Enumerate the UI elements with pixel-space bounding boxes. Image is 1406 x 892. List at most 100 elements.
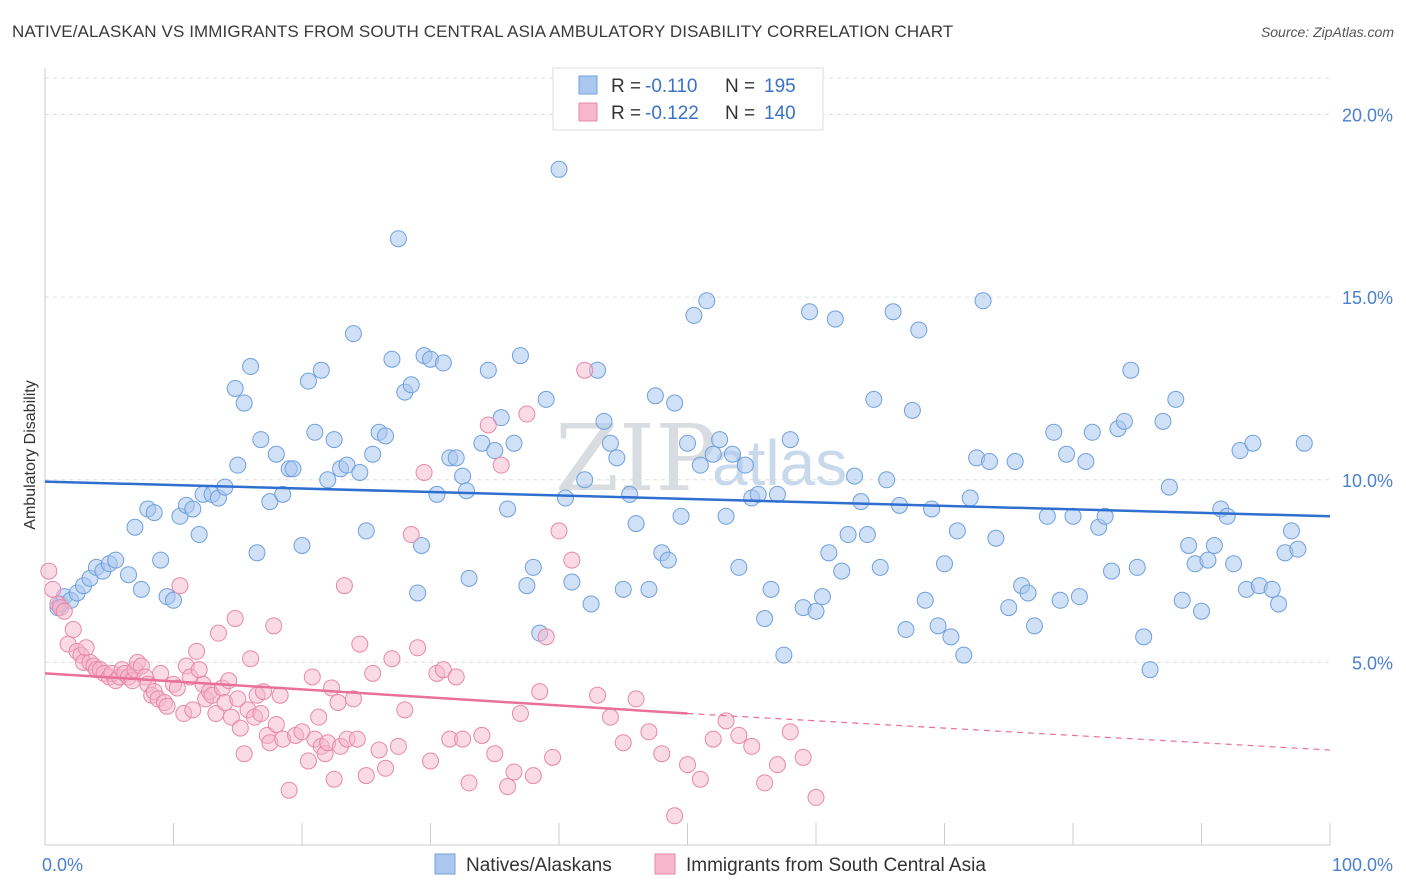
data-point-blue — [274, 485, 292, 503]
data-point-pink — [704, 730, 722, 748]
data-point-blue — [1282, 522, 1300, 540]
data-point-blue — [858, 526, 876, 544]
data-point-pink — [473, 726, 491, 744]
data-point-blue — [582, 595, 600, 613]
data-point-blue — [723, 445, 741, 463]
data-point-pink — [492, 456, 510, 474]
data-point-pink — [460, 774, 478, 792]
data-point-blue — [145, 504, 163, 522]
data-point-blue — [672, 507, 690, 525]
data-point-blue — [1199, 551, 1217, 569]
data-point-pink — [325, 770, 343, 788]
data-point-pink — [743, 737, 761, 755]
data-point-blue — [306, 423, 324, 441]
legend-r-label-pink: R = — [611, 103, 641, 124]
data-point-pink — [377, 759, 395, 777]
data-point-pink — [627, 690, 645, 708]
data-point-blue — [524, 558, 542, 576]
data-point-pink — [479, 416, 497, 434]
y-tick-label: 15.0% — [1342, 288, 1393, 308]
bottom-legend-swatch-pink — [654, 853, 676, 875]
data-point-blue — [1006, 453, 1024, 470]
data-point-blue — [1193, 602, 1210, 620]
data-point-blue — [878, 471, 896, 489]
data-point-blue — [454, 467, 472, 485]
data-point-blue — [923, 500, 941, 518]
data-point-pink — [454, 730, 472, 748]
data-point-pink — [293, 723, 311, 741]
data-point-pink — [434, 661, 452, 679]
data-point-blue — [1205, 537, 1223, 555]
data-point-pink — [235, 745, 253, 763]
data-point-blue — [107, 551, 125, 569]
series-natives-alaskans — [49, 160, 1313, 679]
data-point-blue — [955, 646, 973, 664]
data-point-pink — [614, 734, 632, 752]
trend-line-blue — [44, 480, 1331, 518]
source-credit: Source: ZipAtlas.com — [1260, 24, 1394, 40]
data-point-blue — [910, 321, 928, 339]
data-point-blue — [1141, 661, 1159, 679]
data-point-pink — [267, 715, 285, 733]
data-point-pink — [537, 628, 555, 646]
data-point-blue — [563, 573, 581, 591]
data-point-blue — [1045, 423, 1063, 441]
data-point-blue — [704, 445, 722, 463]
legend-swatch-pink — [578, 102, 598, 122]
data-point-blue — [248, 544, 266, 562]
data-point-pink — [55, 602, 73, 620]
data-point-blue — [267, 445, 285, 463]
data-point-pink — [511, 705, 529, 723]
data-point-blue — [284, 460, 302, 478]
data-point-blue — [775, 646, 793, 664]
data-point-blue — [338, 456, 356, 474]
data-point-pink — [781, 723, 799, 741]
data-point-blue — [556, 489, 574, 507]
data-point-pink — [756, 774, 774, 792]
data-point-pink — [242, 650, 260, 668]
data-point-blue — [929, 617, 947, 635]
data-point-pink — [447, 668, 465, 686]
data-point-blue — [1058, 445, 1076, 463]
data-point-pink — [524, 767, 542, 785]
data-point-blue — [820, 544, 838, 562]
data-point-blue — [537, 390, 555, 408]
legend-box: R = -0.110 N = 195 R = -0.122 N = 140 — [552, 67, 824, 131]
data-point-blue — [505, 434, 523, 452]
data-point-blue — [621, 485, 639, 503]
data-point-pink — [299, 752, 317, 770]
data-point-blue — [627, 515, 645, 533]
data-point-pink — [640, 723, 658, 741]
data-point-blue — [980, 453, 998, 470]
y-axis-label: Ambulatory Disability — [22, 380, 39, 529]
data-point-blue — [252, 431, 270, 449]
data-point-blue — [235, 394, 253, 412]
data-point-pink — [518, 405, 536, 423]
data-point-pink — [370, 741, 388, 759]
data-point-pink — [717, 712, 735, 730]
legend-r-value-pink: -0.122 — [645, 103, 699, 124]
legend-n-label-blue: N = — [725, 76, 755, 97]
data-point-blue — [165, 591, 182, 609]
data-point-pink — [310, 708, 328, 726]
data-point-blue — [897, 621, 915, 639]
data-point-blue — [846, 467, 864, 485]
data-point-blue — [807, 602, 825, 620]
data-point-pink — [171, 577, 189, 595]
data-point-blue — [460, 569, 478, 587]
data-point-pink — [323, 679, 341, 697]
data-point-blue — [242, 358, 260, 376]
data-point-blue — [364, 445, 382, 463]
data-point-blue — [1160, 478, 1178, 496]
data-point-pink — [768, 756, 786, 774]
data-point-pink — [152, 664, 170, 682]
data-point-blue — [1180, 537, 1198, 555]
y-tick-labels: 5.0% 10.0% 15.0% 20.0% — [1342, 106, 1393, 674]
y-tick-label: 10.0% — [1342, 471, 1393, 491]
data-point-blue — [486, 442, 504, 460]
data-point-pink — [44, 580, 62, 598]
data-point-blue — [434, 354, 452, 372]
data-point-pink — [348, 730, 366, 748]
legend-n-value-pink: 140 — [764, 103, 796, 124]
data-point-blue — [865, 390, 883, 408]
